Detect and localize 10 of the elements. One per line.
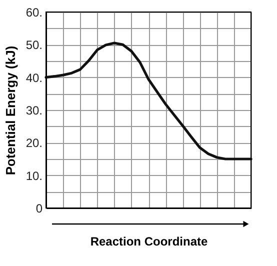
y-tick-label: 20. [26,136,42,150]
y-tick-label: 60. [26,6,42,20]
y-tick-label: 0 [36,202,43,216]
y-tick-label: 30. [26,104,42,118]
y-tick-label: 50. [26,38,42,52]
y-tick-label: 40. [26,70,42,85]
y-tick-label: 10. [26,168,42,183]
y-axis-title: Potential Energy (kJ) [2,46,18,176]
line-series [44,42,252,160]
x-axis-title: Reaction Coordinate [90,234,208,248]
